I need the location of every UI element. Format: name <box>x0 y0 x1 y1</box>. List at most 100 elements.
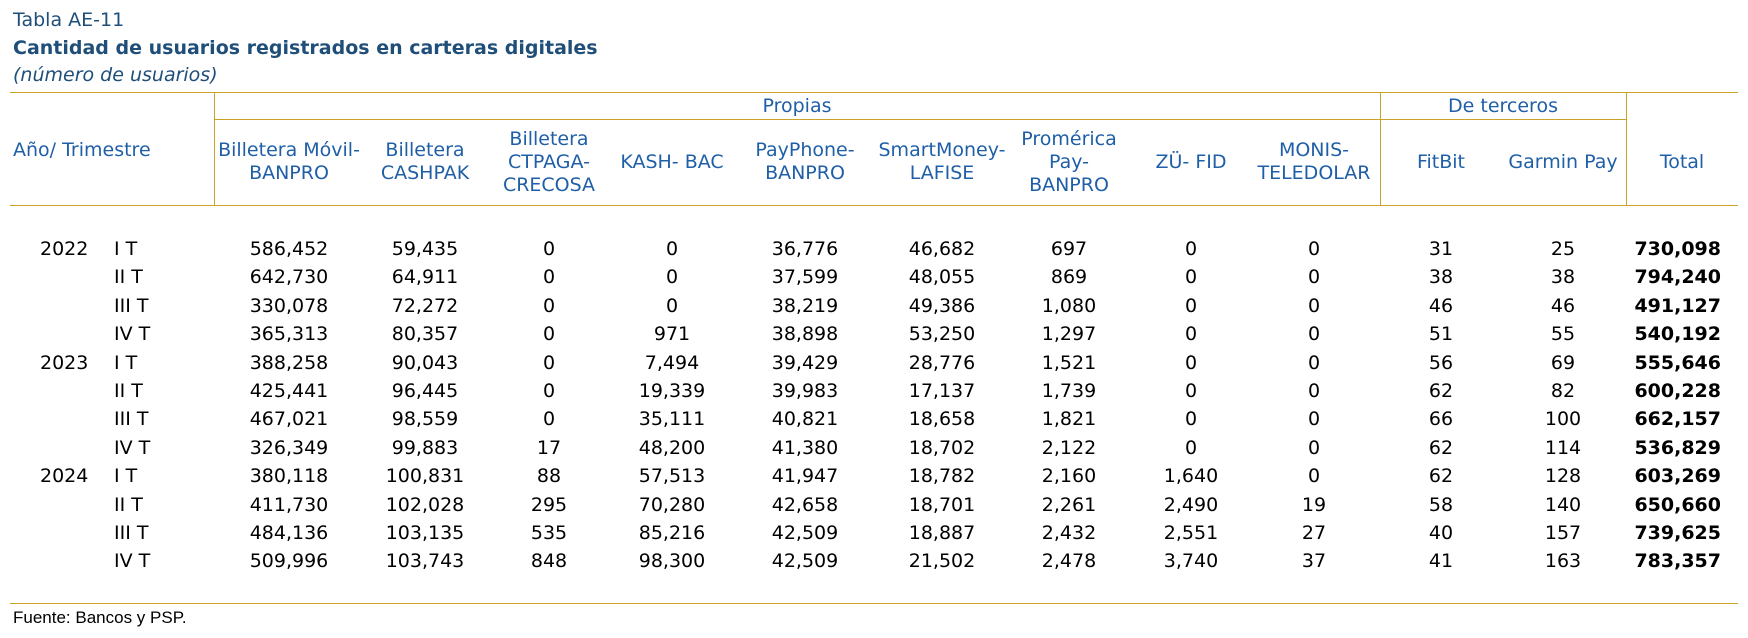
cell-total: 794,240 <box>1634 266 1721 289</box>
column-header-zu-fid: ZÜ- FID <box>1155 150 1227 173</box>
cell-billetera-cashpak: 96,445 <box>391 380 459 402</box>
cell-fitbit: 66 <box>1428 408 1454 431</box>
cell-zu-fid: 0 <box>1184 380 1198 402</box>
quarter-cell: II T <box>114 380 143 402</box>
year-cell: 2022 <box>40 238 89 260</box>
cell-payphone-banpro: 42,509 <box>771 550 839 573</box>
cell-smartmoney-lafise: 18,782 <box>908 465 976 488</box>
cell-smartmoney-lafise: 18,702 <box>908 436 976 459</box>
cell-billetera-ctpaga-crecosa: 295 <box>530 493 568 516</box>
column-header-fitbit: FitBit <box>1416 150 1466 173</box>
column-header-garmin-pay: Garmin Pay <box>1508 150 1618 173</box>
cell-fitbit: 51 <box>1428 323 1454 346</box>
cell-promerica-pay-banpro: 1,080 <box>1041 294 1097 317</box>
cell-total: 540,192 <box>1634 323 1721 346</box>
cell-promerica-pay-banpro: 1,297 <box>1041 323 1097 346</box>
cell-promerica-pay-banpro: 2,160 <box>1041 465 1097 488</box>
cell-garmin-pay: 38 <box>1550 266 1576 289</box>
cell-zu-fid: 0 <box>1184 238 1198 260</box>
cell-smartmoney-lafise: 46,682 <box>908 238 976 260</box>
cell-billetera-ctpaga-crecosa: 0 <box>542 238 556 260</box>
cell-payphone-banpro: 42,509 <box>771 522 839 544</box>
cell-garmin-pay: 46 <box>1550 294 1576 317</box>
cell-monis-teledolar: 27 <box>1301 522 1327 544</box>
cell-billetera-movil-banpro: 326,349 <box>249 436 329 459</box>
cell-promerica-pay-banpro: 869 <box>1050 266 1088 289</box>
cell-billetera-cashpak: 72,272 <box>391 294 459 317</box>
cell-fitbit: 56 <box>1428 351 1454 374</box>
cell-payphone-banpro: 40,821 <box>771 408 839 431</box>
cell-smartmoney-lafise: 18,887 <box>908 522 976 544</box>
cell-monis-teledolar: 0 <box>1307 351 1321 374</box>
cell-kash-bac: 0 <box>665 238 679 260</box>
cell-smartmoney-lafise: 53,250 <box>908 323 976 346</box>
cell-garmin-pay: 128 <box>1544 465 1582 488</box>
cell-total: 536,829 <box>1634 436 1721 459</box>
column-header-promerica-pay-banpro: Promérica Pay- BANPRO <box>1021 127 1117 196</box>
cell-total: 603,269 <box>1634 465 1721 488</box>
column-header-kash-bac: KASH- BAC <box>620 150 724 173</box>
cell-garmin-pay: 82 <box>1550 380 1576 402</box>
quarter-cell: II T <box>114 493 143 516</box>
cell-billetera-movil-banpro: 467,021 <box>249 408 329 431</box>
cell-kash-bac: 7,494 <box>644 351 700 374</box>
cell-kash-bac: 70,280 <box>638 493 706 516</box>
cell-garmin-pay: 114 <box>1544 436 1582 459</box>
cell-zu-fid: 3,740 <box>1163 550 1219 573</box>
group-header-third: De terceros <box>1448 94 1558 117</box>
quarter-cell: I T <box>114 238 138 260</box>
cell-billetera-cashpak: 98,559 <box>391 408 459 431</box>
cell-billetera-ctpaga-crecosa: 0 <box>542 294 556 317</box>
cell-fitbit: 62 <box>1428 465 1454 488</box>
cell-payphone-banpro: 39,429 <box>771 351 839 374</box>
cell-total: 730,098 <box>1634 238 1721 260</box>
cell-fitbit: 31 <box>1428 238 1454 260</box>
cell-total: 650,660 <box>1634 493 1721 516</box>
source-note: Fuente: Bancos y PSP. <box>13 608 187 627</box>
cell-zu-fid: 0 <box>1184 323 1198 346</box>
column-header-billetera-movil-banpro: Billetera Móvil- BANPRO <box>218 139 360 184</box>
cell-billetera-cashpak: 59,435 <box>391 238 459 260</box>
cell-billetera-cashpak: 100,831 <box>385 465 465 488</box>
cell-total: 783,357 <box>1634 550 1721 573</box>
cell-fitbit: 58 <box>1428 493 1454 516</box>
cell-promerica-pay-banpro: 2,478 <box>1041 550 1097 573</box>
cell-payphone-banpro: 39,983 <box>771 380 839 402</box>
cell-smartmoney-lafise: 18,701 <box>908 493 976 516</box>
cell-billetera-ctpaga-crecosa: 88 <box>536 465 562 488</box>
cell-total: 600,228 <box>1634 380 1721 402</box>
quarter-cell: I T <box>114 465 138 488</box>
cell-promerica-pay-banpro: 1,521 <box>1041 351 1097 374</box>
cell-monis-teledolar: 0 <box>1307 380 1321 402</box>
cell-smartmoney-lafise: 48,055 <box>908 266 976 289</box>
table-code: Tabla AE-11 <box>13 9 125 31</box>
cell-billetera-cashpak: 80,357 <box>391 323 459 346</box>
column-header-payphone-banpro: PayPhone- BANPRO <box>755 139 855 184</box>
cell-smartmoney-lafise: 49,386 <box>908 294 976 317</box>
column-header-billetera-cashpak: Billetera CASHPAK <box>380 139 470 184</box>
cell-billetera-ctpaga-crecosa: 848 <box>530 550 568 573</box>
cell-promerica-pay-banpro: 2,122 <box>1041 436 1097 459</box>
cell-billetera-movil-banpro: 411,730 <box>249 493 329 516</box>
cell-kash-bac: 35,111 <box>638 408 706 431</box>
quarter-cell: IV T <box>114 436 151 459</box>
year-cell: 2024 <box>40 465 89 488</box>
cell-garmin-pay: 55 <box>1550 323 1576 346</box>
cell-monis-teledolar: 0 <box>1307 266 1321 289</box>
cell-payphone-banpro: 41,380 <box>771 436 839 459</box>
cell-billetera-movil-banpro: 484,136 <box>249 522 329 544</box>
cell-garmin-pay: 157 <box>1544 522 1582 544</box>
column-header-monis-teledolar: MONIS- TELEDOLAR <box>1257 139 1371 184</box>
cell-billetera-ctpaga-crecosa: 0 <box>542 266 556 289</box>
quarter-cell: III T <box>114 408 149 431</box>
cell-billetera-ctpaga-crecosa: 0 <box>542 380 556 402</box>
cell-billetera-movil-banpro: 642,730 <box>249 266 329 289</box>
cell-zu-fid: 1,640 <box>1163 465 1219 488</box>
cell-promerica-pay-banpro: 1,821 <box>1041 408 1097 431</box>
cell-billetera-movil-banpro: 509,996 <box>249 550 329 573</box>
quarter-cell: III T <box>114 294 149 317</box>
cell-billetera-movil-banpro: 586,452 <box>249 238 329 260</box>
cell-billetera-cashpak: 64,911 <box>391 266 459 289</box>
divider-left <box>214 92 215 205</box>
cell-monis-teledolar: 0 <box>1307 323 1321 346</box>
